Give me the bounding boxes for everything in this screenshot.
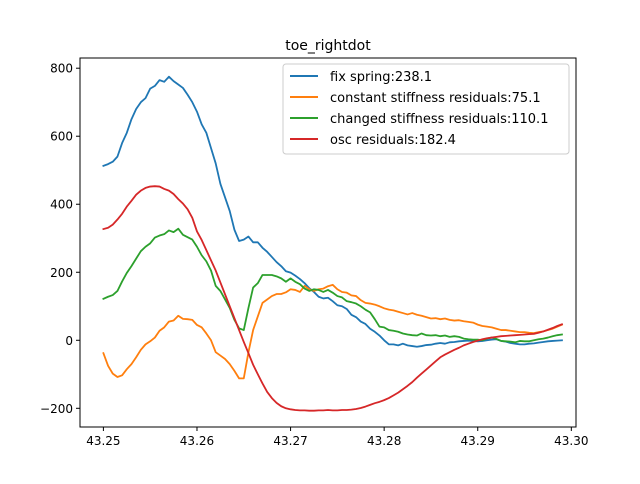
legend-label-osc: osc residuals:182.4 <box>330 133 456 148</box>
legend-label-changed-stiffness: changed stiffness residuals:110.1 <box>330 112 548 127</box>
legend-box <box>282 63 570 155</box>
x-tick-label: 43.27 <box>273 434 307 448</box>
x-tick-label: 43.30 <box>554 434 588 448</box>
y-tick-label: 600 <box>50 130 73 144</box>
x-tick-label: 43.28 <box>367 434 401 448</box>
series-line-osc-residuals <box>102 185 564 412</box>
y-axis: −200 0 200 400 600 800 <box>40 62 80 416</box>
legend-label-fix-spring: fix spring:238.1 <box>330 70 432 85</box>
y-tick-label: 800 <box>50 62 73 76</box>
y-tick-label: 200 <box>50 266 73 280</box>
legend-label-constant-stiffness: constant stiffness residuals:75.1 <box>330 91 541 106</box>
x-tick-label: 43.25 <box>86 434 120 448</box>
series-layer <box>102 75 564 412</box>
x-axis: 43.25 43.26 43.27 43.28 43.29 43.30 <box>86 427 589 448</box>
chart-title: toe_rightdot <box>285 38 371 54</box>
x-tick-label: 43.29 <box>461 434 495 448</box>
y-tick-label: 400 <box>50 198 73 212</box>
series-line-constant-stiffness-residuals <box>102 283 564 380</box>
legend: fix spring:238.1 constant stiffness resi… <box>282 63 570 155</box>
x-tick-label: 43.26 <box>180 434 214 448</box>
plot-frame <box>79 57 577 428</box>
y-tick-label: 0 <box>65 334 73 348</box>
y-tick-label: −200 <box>40 402 73 416</box>
series-line-fix-spring <box>102 75 563 348</box>
